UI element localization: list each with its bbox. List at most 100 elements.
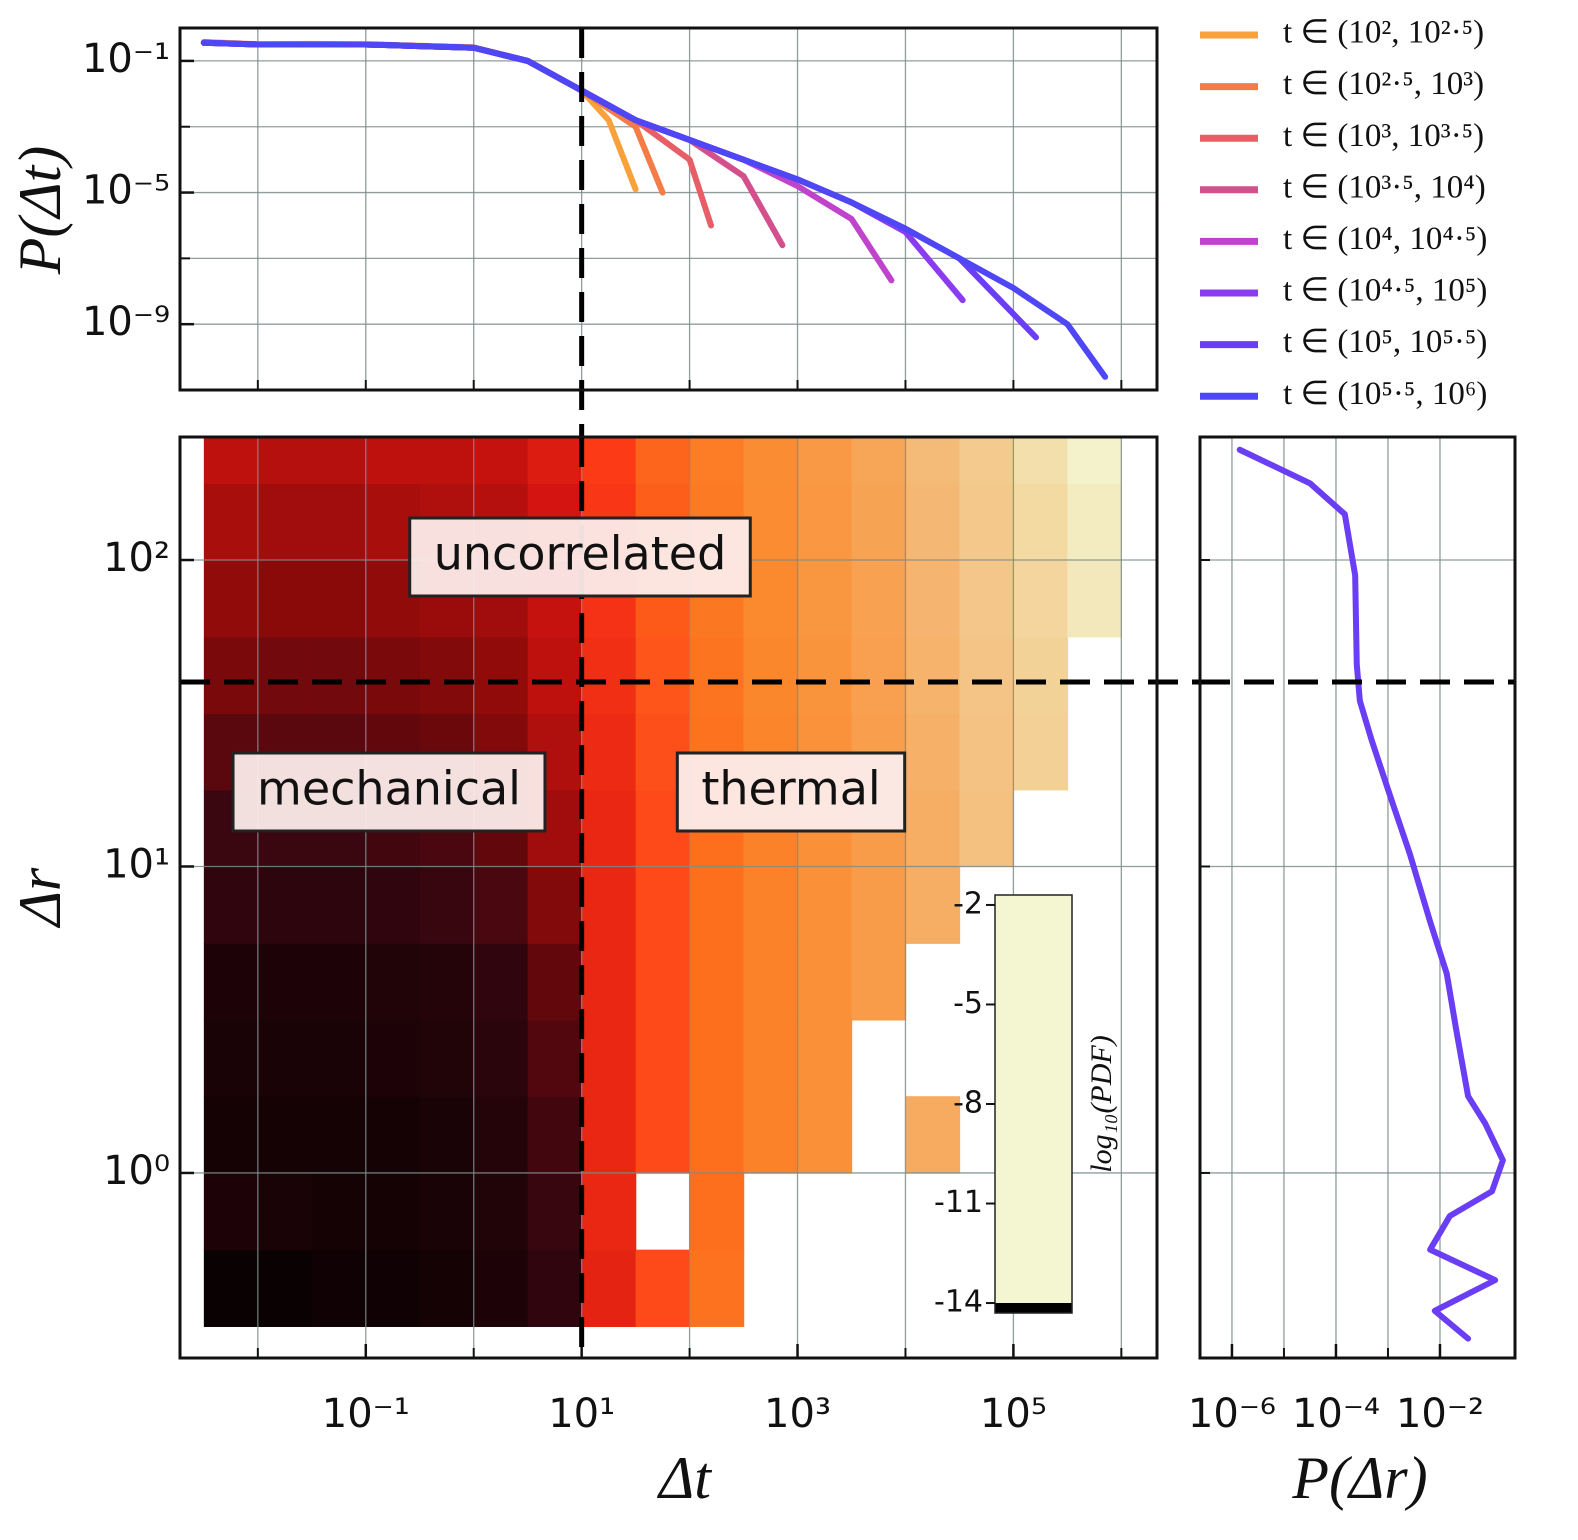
heatmap-cell xyxy=(473,1249,529,1327)
heatmap-cell xyxy=(635,1096,691,1174)
annotation-box xyxy=(408,516,752,598)
heatmap-cell xyxy=(1013,483,1069,561)
heatmap-cell xyxy=(1067,483,1123,561)
heatmap-cell xyxy=(1013,437,1069,484)
heatmap-cell xyxy=(797,1019,853,1097)
heatmap-cell xyxy=(527,1096,583,1174)
heatmap-cell xyxy=(689,1096,745,1174)
heatmap-cell xyxy=(257,1172,313,1251)
heatmap-cell xyxy=(905,560,961,638)
y-tick-label: 10⁻⁵ xyxy=(82,168,170,214)
x-tick-label: 10⁻⁶ xyxy=(1188,1391,1276,1437)
legend-label: t ∈ (10⁵, 10⁵·⁵) xyxy=(1283,324,1487,360)
heatmap-cell xyxy=(419,636,475,715)
heatmap-cell xyxy=(743,1019,799,1097)
heatmap-cell xyxy=(743,483,799,561)
heatmap-cell xyxy=(311,1019,367,1097)
heatmap-cell xyxy=(743,866,799,944)
heatmap-cell xyxy=(851,483,907,561)
heatmap-cell xyxy=(473,1019,529,1097)
heatmap-cell xyxy=(581,713,637,791)
heatmap-cell xyxy=(581,437,637,484)
data-line xyxy=(200,38,639,193)
heatmap-cell xyxy=(365,636,421,715)
heatmap-cell xyxy=(257,1019,313,1097)
heatmap-cell xyxy=(905,636,961,715)
data-line xyxy=(1236,446,1506,1342)
heatmap-cell xyxy=(203,1172,259,1251)
heatmap-cell xyxy=(905,437,961,484)
data-line xyxy=(200,39,1109,380)
heatmap-cell xyxy=(689,1172,745,1251)
colorbar-tick-label: -8 xyxy=(953,1086,983,1121)
colorbar-tick-label: -11 xyxy=(934,1185,983,1220)
heatmap-cell xyxy=(689,866,745,944)
heatmap-cell xyxy=(581,1249,637,1327)
heatmap-cell xyxy=(527,437,583,484)
heatmap-cell xyxy=(419,437,475,484)
heatmap-cell xyxy=(581,943,637,1021)
heatmap-cell xyxy=(311,943,367,1021)
heatmap-cell xyxy=(365,866,421,944)
legend-label: t ∈ (10²·⁵, 10³) xyxy=(1283,66,1484,102)
heatmap-cell xyxy=(959,560,1015,638)
heatmap-cell xyxy=(365,1249,421,1327)
heatmap-cell xyxy=(797,943,853,1021)
heatmap-cell xyxy=(1013,560,1069,638)
heatmap-cell xyxy=(581,1019,637,1097)
heatmap-cell xyxy=(959,636,1015,715)
heatmap-cell xyxy=(851,560,907,638)
y-axis-label: P(Δt) xyxy=(7,146,73,276)
x-tick-label: 10⁵ xyxy=(980,1391,1047,1437)
heatmap-cell xyxy=(851,437,907,484)
heatmap-cell xyxy=(959,483,1015,561)
heatmap-cell xyxy=(473,1172,529,1251)
heatmap-cell xyxy=(365,1096,421,1174)
heatmap-cell xyxy=(635,1249,691,1327)
heatmap-cell xyxy=(257,866,313,944)
lines xyxy=(200,38,1506,1342)
heatmap-cell xyxy=(257,1249,313,1327)
heatmap-cell xyxy=(959,713,1015,791)
heatmap-cell xyxy=(311,1096,367,1174)
heatmap-cell xyxy=(365,1019,421,1097)
heatmap-cell xyxy=(743,437,799,484)
heatmap-cell xyxy=(257,560,313,638)
heatmap-cell xyxy=(905,789,961,868)
legend-label: t ∈ (10², 10²·⁵) xyxy=(1283,15,1484,51)
y-tick-label: 10⁻⁹ xyxy=(82,299,170,345)
heatmap-cell xyxy=(851,636,907,715)
y-tick-label: 10¹ xyxy=(103,841,170,887)
heatmap-cell xyxy=(689,1019,745,1097)
legend-label: t ∈ (10⁴·⁵, 10⁵) xyxy=(1283,273,1487,309)
heatmap-cell xyxy=(473,943,529,1021)
heatmap-cell xyxy=(527,636,583,715)
heatmap-cell xyxy=(203,483,259,561)
heatmap-cell xyxy=(635,1019,691,1097)
heatmap-cell xyxy=(203,560,259,638)
heatmap-cell xyxy=(419,1249,475,1327)
legend-label: t ∈ (10⁵·⁵, 10⁶) xyxy=(1283,376,1487,412)
data-line xyxy=(200,39,715,229)
heatmap-cell xyxy=(311,1249,367,1327)
heatmap-cell xyxy=(203,1019,259,1097)
heatmap-cell xyxy=(743,636,799,715)
heatmap-cell xyxy=(203,943,259,1021)
legend-label: t ∈ (10⁴, 10⁴·⁵) xyxy=(1283,221,1487,257)
heatmap-cell xyxy=(905,1096,961,1174)
heatmap-cell xyxy=(257,636,313,715)
heatmap-cell xyxy=(311,483,367,561)
x-axis-label: P(Δr) xyxy=(1291,1445,1427,1511)
heatmap-cell xyxy=(473,866,529,944)
heatmap-cell xyxy=(959,789,1015,868)
x-tick-label: 10⁻¹ xyxy=(322,1391,410,1437)
heatmap-cell xyxy=(527,1172,583,1251)
heatmap-cell xyxy=(689,1249,745,1327)
heatmap-cell xyxy=(689,636,745,715)
heatmap-cell xyxy=(635,943,691,1021)
heatmap-cell xyxy=(419,943,475,1021)
heatmap-cell xyxy=(743,943,799,1021)
heatmap-cell xyxy=(203,437,259,484)
data-line xyxy=(200,39,1040,341)
annotation-box xyxy=(231,751,547,833)
